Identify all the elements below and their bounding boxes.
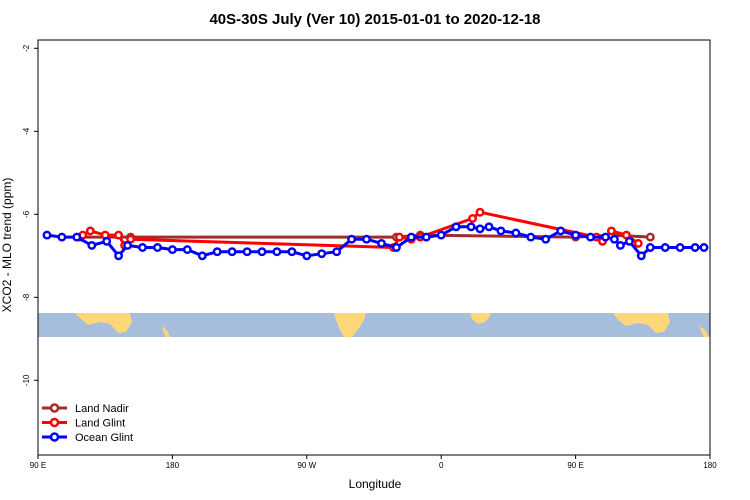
data-point-land-glint [85, 226, 95, 236]
chart-title: 40S-30S July (Ver 10) 2015-01-01 to 2020… [209, 11, 540, 28]
data-point-ocean-glint [114, 251, 124, 261]
data-point-land-glint [633, 238, 643, 248]
legend-label: Land Glint [75, 418, 125, 430]
x-tick-label: 180 [703, 461, 717, 470]
data-point-ocean-glint [227, 247, 237, 257]
data-point-ocean-glint [257, 247, 267, 257]
data-point-ocean-glint [571, 230, 581, 240]
data-point-ocean-glint [624, 236, 634, 246]
y-tick-label: -6 [22, 210, 31, 218]
data-point-ocean-glint [317, 249, 327, 259]
data-point-ocean-glint [391, 243, 401, 252]
land-south-america [334, 313, 366, 337]
x-tick-label: 180 [166, 461, 180, 470]
data-point-land-glint [468, 213, 478, 223]
data-point-ocean-glint [332, 247, 342, 257]
legend-swatch-marker [49, 432, 60, 442]
data-point-ocean-glint [675, 243, 685, 252]
land-africa [470, 313, 491, 324]
data-point-ocean-glint [601, 232, 610, 242]
legend-label: Ocean Glint [75, 432, 133, 444]
data-point-ocean-glint [242, 247, 252, 257]
data-point-ocean-glint [167, 245, 177, 255]
series-layer [42, 207, 709, 261]
data-point-ocean-glint [182, 245, 192, 255]
legend-swatch-marker [49, 403, 60, 413]
data-point-ocean-glint [690, 243, 700, 252]
data-point-ocean-glint [406, 232, 416, 242]
x-tick-label: 90 E [567, 461, 583, 470]
data-point-ocean-glint [660, 243, 670, 252]
data-point-ocean-glint [212, 247, 222, 257]
land-australia-east [613, 313, 670, 333]
data-point-ocean-glint [556, 226, 566, 236]
legend-item-ocean-glint: Ocean Glint [42, 432, 133, 444]
series-line-land-glint [82, 210, 640, 249]
legend-item-land-nadir: Land Nadir [42, 403, 129, 415]
data-point-ocean-glint [496, 226, 506, 236]
data-point-ocean-glint [347, 234, 357, 244]
data-point-ocean-glint [451, 222, 461, 232]
data-point-ocean-glint [123, 240, 133, 250]
data-point-ocean-glint [102, 236, 112, 246]
ocean-band [38, 313, 710, 337]
y-axis-label: XCO2 - MLO trend (ppm) [0, 178, 14, 313]
data-point-land-nadir [645, 232, 655, 242]
data-point-ocean-glint [197, 251, 207, 261]
y-tick-label: -10 [22, 374, 31, 386]
y-tick-label: -8 [22, 293, 31, 301]
data-point-ocean-glint [511, 228, 521, 238]
data-point-ocean-glint [153, 243, 162, 252]
data-point-ocean-glint [42, 230, 52, 240]
data-point-ocean-glint [436, 230, 446, 240]
x-axis: 90 E 180 90 W 0 90 E 180 [30, 455, 717, 470]
legend-label: Land Nadir [75, 403, 129, 415]
data-point-ocean-glint [615, 240, 625, 250]
data-point-ocean-glint [287, 247, 297, 257]
x-tick-label: 90 E [30, 461, 46, 470]
data-point-ocean-glint [138, 243, 147, 252]
legend-swatch-marker [49, 417, 60, 428]
data-point-ocean-glint [72, 232, 82, 242]
y-tick-label: -4 [22, 127, 31, 135]
data-point-ocean-glint [586, 232, 595, 242]
data-point-ocean-glint [636, 251, 646, 261]
legend-item-land-glint: Land Glint [42, 418, 125, 430]
legend: Land Nadir Land Glint Ocean Glint [42, 403, 133, 444]
data-point-land-glint [394, 232, 404, 242]
data-point-land-glint [114, 230, 124, 240]
data-point-ocean-glint [466, 222, 476, 232]
data-point-ocean-glint [362, 234, 371, 244]
continent-map-strip [38, 313, 710, 337]
land-new-zealand-east [700, 326, 709, 337]
data-point-ocean-glint [421, 232, 431, 242]
data-point-land-glint [475, 207, 485, 217]
data-point-ocean-glint [645, 243, 655, 252]
y-tick-label: -2 [22, 44, 31, 52]
x-axis-label: Longitude [349, 477, 402, 491]
data-point-ocean-glint [541, 234, 551, 244]
plot-frame [37, 39, 711, 456]
data-point-ocean-glint [699, 243, 709, 252]
data-point-ocean-glint [57, 232, 67, 242]
data-point-ocean-glint [377, 238, 386, 248]
data-point-ocean-glint [609, 234, 619, 244]
data-point-ocean-glint [484, 222, 494, 232]
data-point-ocean-glint [87, 240, 97, 250]
data-point-ocean-glint [475, 224, 485, 234]
land-australia-west [75, 313, 132, 333]
data-point-ocean-glint [526, 232, 536, 242]
land-new-zealand [162, 326, 170, 337]
data-point-ocean-glint [272, 247, 282, 257]
y-axis: -2 -4 -6 -8 -10 [22, 44, 38, 386]
data-point-ocean-glint [302, 251, 312, 261]
series-ocean-glint [42, 222, 709, 261]
data-point-land-glint [606, 226, 616, 236]
x-tick-label: 90 W [297, 461, 316, 470]
x-tick-label: 0 [439, 461, 444, 470]
